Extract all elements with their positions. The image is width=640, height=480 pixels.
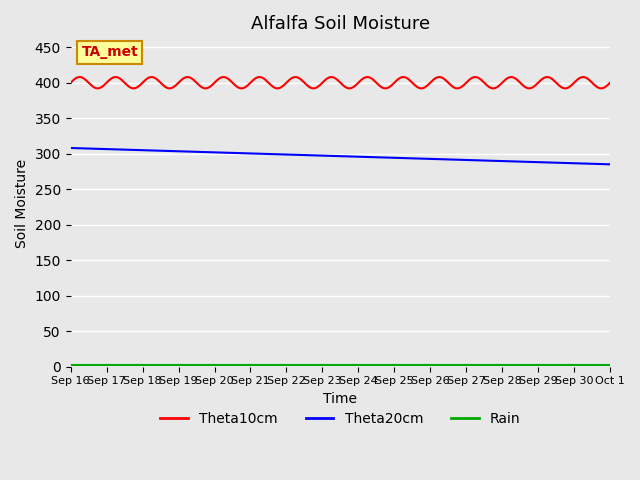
Theta10cm — [543, 74, 551, 80]
Y-axis label: Soil Moisture: Soil Moisture — [15, 159, 29, 248]
Theta10cm — [94, 85, 102, 91]
Rain — [540, 362, 548, 368]
Theta20cm — [392, 155, 399, 161]
Theta20cm — [606, 161, 614, 167]
Rain — [392, 362, 399, 368]
Legend: Theta10cm, Theta20cm, Rain: Theta10cm, Theta20cm, Rain — [155, 407, 526, 432]
Rain — [374, 362, 381, 368]
Rain — [404, 362, 412, 368]
Rain — [167, 362, 175, 368]
Theta20cm — [82, 145, 90, 151]
Theta10cm — [76, 74, 83, 80]
Line: Theta10cm: Theta10cm — [70, 77, 610, 88]
Theta20cm — [404, 156, 412, 161]
Theta20cm — [167, 148, 175, 154]
Theta10cm — [67, 80, 74, 85]
Theta10cm — [606, 80, 614, 85]
Theta10cm — [395, 76, 403, 82]
Rain — [82, 362, 90, 368]
Theta20cm — [540, 159, 548, 165]
Line: Theta20cm: Theta20cm — [70, 148, 610, 164]
Theta20cm — [67, 145, 74, 151]
Rain — [67, 362, 74, 368]
Theta20cm — [374, 155, 381, 160]
Theta10cm — [407, 78, 415, 84]
Text: TA_met: TA_met — [81, 46, 138, 60]
Theta10cm — [170, 84, 178, 90]
Title: Alfalfa Soil Moisture: Alfalfa Soil Moisture — [251, 15, 430, 33]
Theta10cm — [377, 84, 385, 90]
Rain — [606, 362, 614, 368]
X-axis label: Time: Time — [323, 392, 357, 406]
Theta10cm — [83, 78, 91, 84]
